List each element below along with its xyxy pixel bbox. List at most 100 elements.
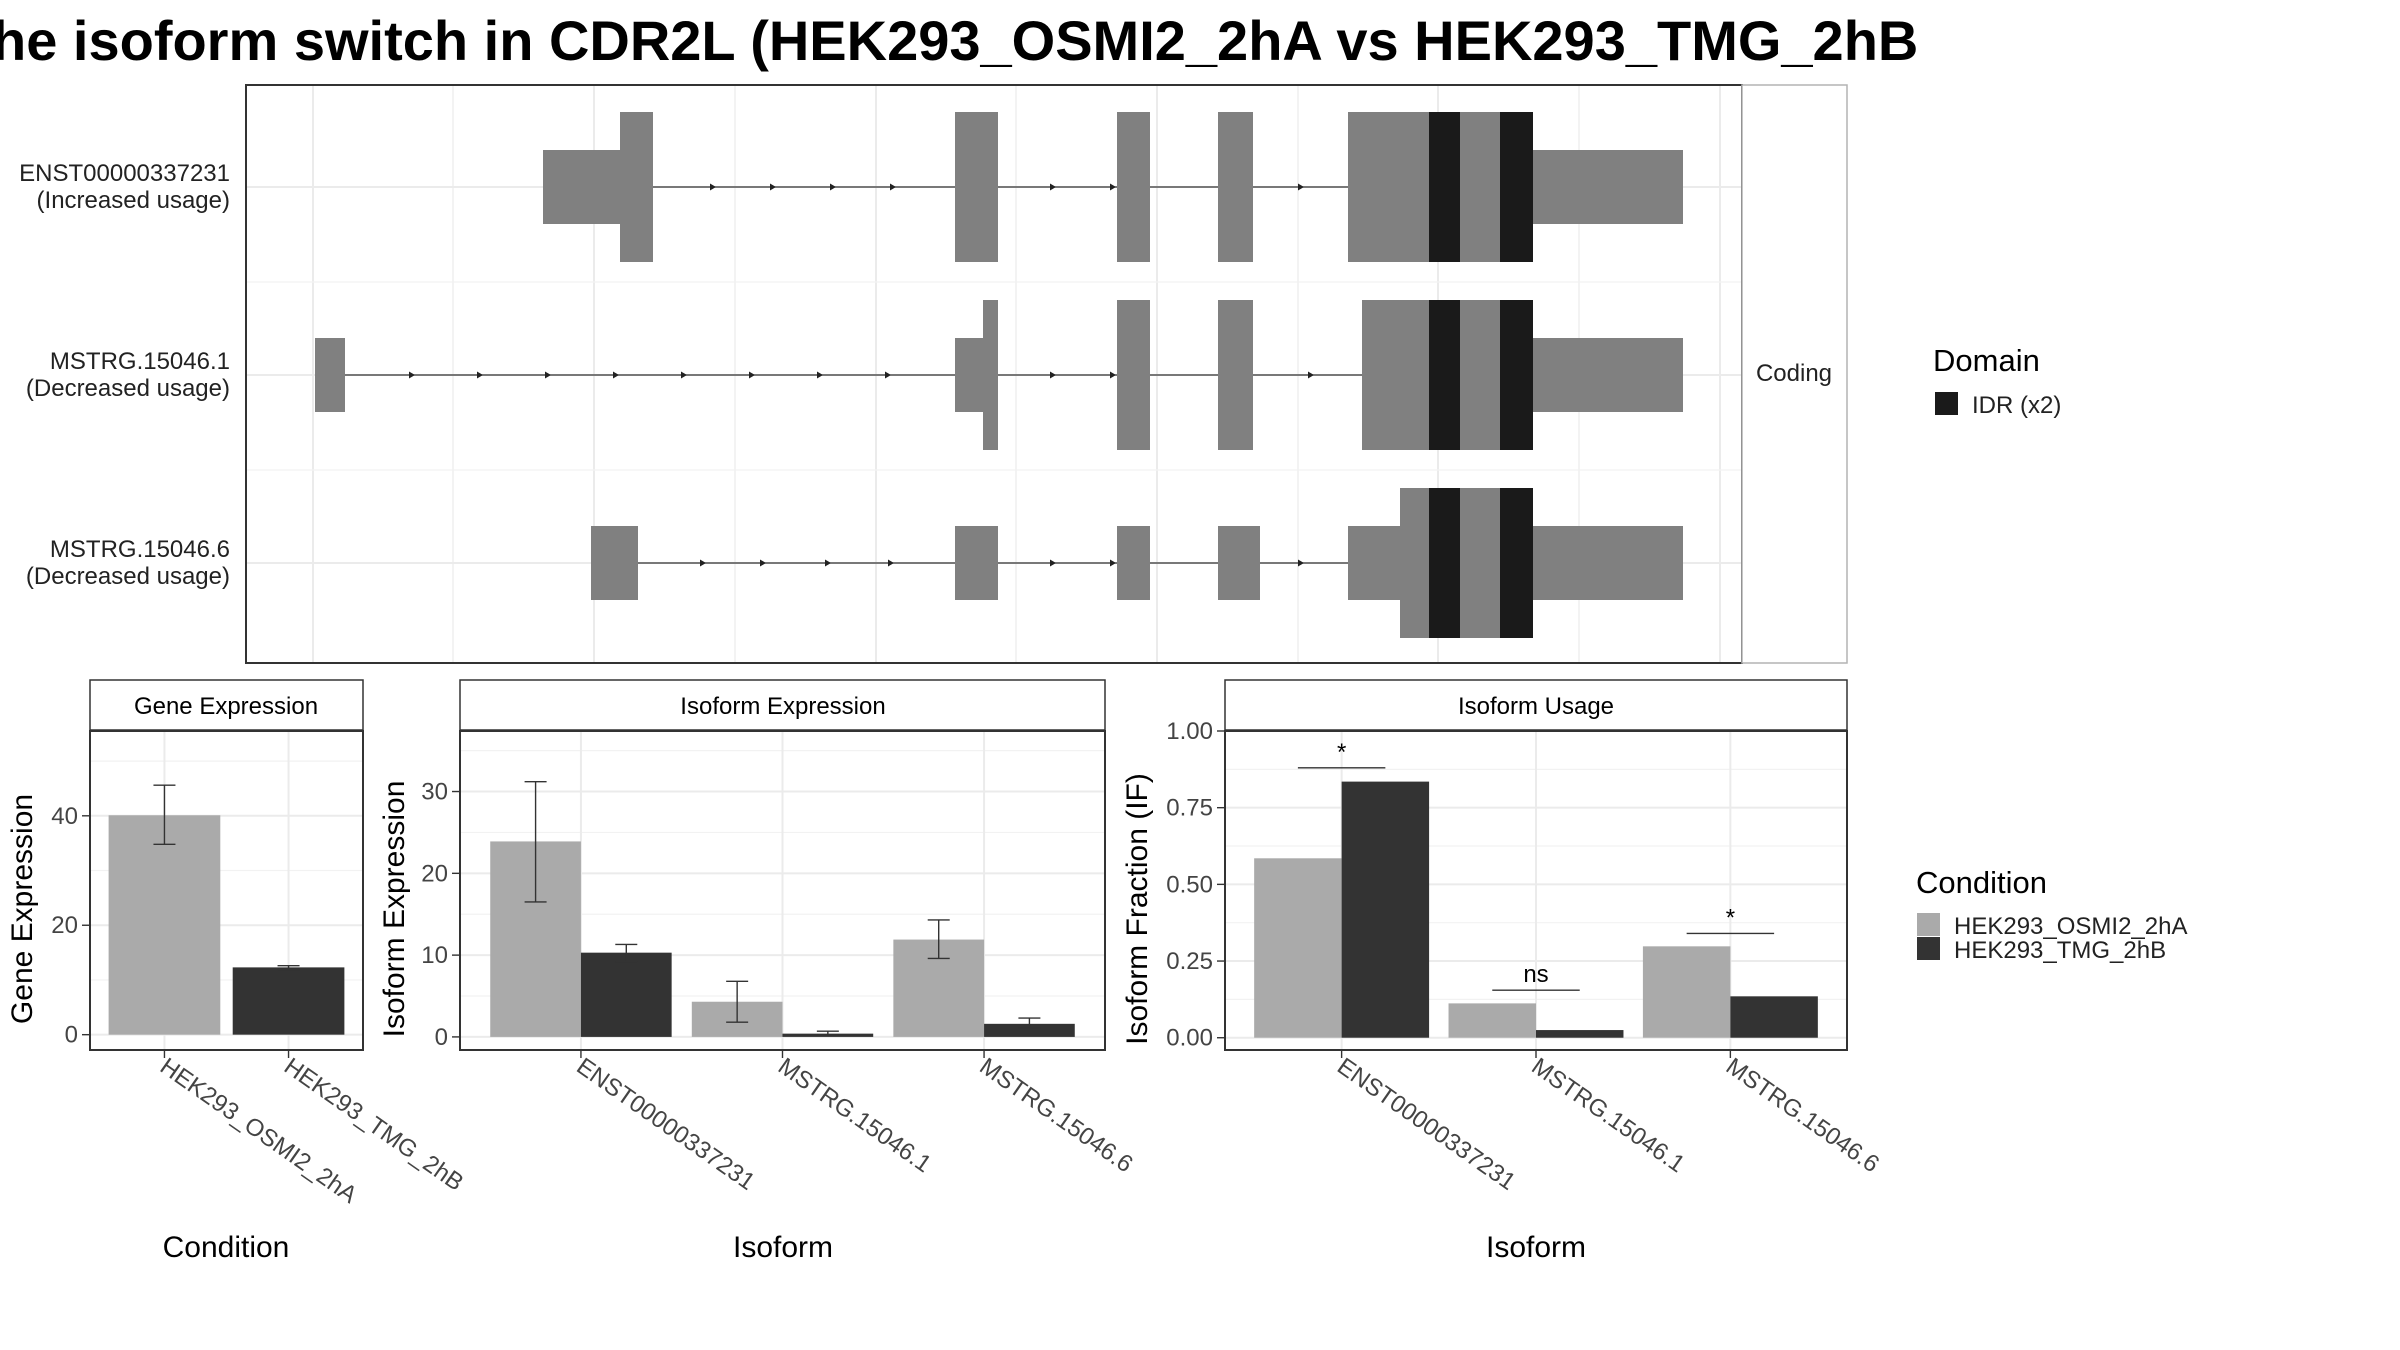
idr-legend-key	[1935, 392, 1958, 415]
utr-block	[1530, 150, 1683, 224]
gene-expression-strip-title: Gene Expression	[134, 693, 318, 720]
intron-direction-arrow	[749, 371, 755, 379]
utr-block	[315, 338, 345, 412]
y-tick-label: 20	[421, 860, 448, 887]
coding-exon	[620, 112, 653, 262]
structure-facet-strip	[1741, 84, 1848, 664]
condition-b-legend-label: HEK293_TMG_2hB	[1954, 937, 2166, 964]
intron-direction-arrow	[1110, 183, 1116, 191]
x-tick-label: MSTRG.15046.1	[773, 1053, 936, 1178]
condition-legend-title: Condition	[1916, 865, 2047, 900]
utr-block	[955, 526, 998, 600]
significance-label: *	[1726, 904, 1735, 931]
intron-direction-arrow	[1050, 371, 1056, 379]
isoform-usage-panel: Isoform Usage * ns * 0.00 0.25 0.50 0.75 1.00 EN…	[1121, 679, 1884, 1264]
idr-domain-block	[1429, 300, 1460, 450]
utr-block	[1530, 338, 1683, 412]
utr-block	[591, 526, 638, 600]
y-tick-label: 0.75	[1166, 795, 1213, 822]
y-tick-label: 0.50	[1166, 871, 1213, 898]
intron-direction-arrow	[888, 559, 894, 567]
coding-exon	[1218, 112, 1253, 262]
significance-label: ns	[1523, 961, 1548, 988]
intron-direction-arrow	[477, 371, 483, 379]
isoform-usage-ylabel: Isoform Fraction (IF)	[1121, 773, 1154, 1045]
intron-direction-arrow	[760, 559, 766, 567]
gene-expression-strip	[89, 679, 364, 731]
y-tick-label: 40	[51, 803, 78, 830]
intron-direction-arrow	[1050, 559, 1056, 567]
idr-domain-block	[1500, 488, 1533, 638]
bar-MSTRG.15046.6-a	[1642, 946, 1731, 1038]
bar-MSTRG.15046.6-b	[1730, 996, 1818, 1038]
isoform-expression-plot: 0 10 20 30 ENST00000337231 MSTRG.15046.1 MSTRG…	[421, 730, 1138, 1196]
structure-panel: Coding ENST00000337231 (Increased usage)…	[19, 84, 1848, 664]
intron-direction-arrow	[1308, 371, 1314, 379]
y-tick-label: 0.25	[1166, 948, 1213, 975]
bar-MSTRG.15046.6-b	[984, 1023, 1075, 1037]
intron-direction-arrow	[770, 183, 776, 191]
idr-domain-block	[1429, 112, 1460, 262]
idr-domain-block	[1429, 488, 1460, 638]
intron-direction-arrow	[1050, 183, 1056, 191]
idr-legend-label: IDR (x2)	[1972, 392, 2061, 419]
x-tick-label: MSTRG.15046.1	[1527, 1053, 1690, 1178]
bar-HEK293_OSMI2_2hA	[108, 815, 221, 1035]
intron-direction-arrow	[700, 559, 706, 567]
isoform-expression-strip-title: Isoform Expression	[680, 693, 885, 720]
y-tick-label: 0	[435, 1024, 448, 1051]
bar-HEK293_TMG_2hB	[232, 967, 345, 1035]
x-tick-label: ENST00000337231	[571, 1053, 759, 1196]
y-tick-label: 10	[421, 942, 448, 969]
coding-exon	[1117, 112, 1150, 262]
intron-direction-arrow	[830, 183, 836, 191]
intron-direction-arrow	[545, 371, 551, 379]
intron-direction-arrow	[1110, 371, 1116, 379]
transcript-status-3: (Decreased usage)	[26, 563, 230, 590]
y-tick-label: 30	[421, 779, 448, 806]
isoform-expression-xlabel: Isoform	[733, 1231, 833, 1264]
structure-transcripts	[315, 112, 1683, 638]
bar-ENST00000337231-a	[1254, 858, 1342, 1038]
chart-title: he isoform switch in CDR2L (HEK293_OSMI2…	[0, 9, 1919, 72]
structure-facet-label: Coding	[1756, 360, 1832, 387]
isoform-expression-ylabel: Isoform Expression	[378, 781, 411, 1038]
gene-expression-xlabel: Condition	[163, 1231, 290, 1264]
intron-direction-arrow	[817, 371, 823, 379]
condition-legend: Condition HEK293_OSMI2_2hA HEK293_TMG_2h…	[1916, 865, 2187, 964]
condition-b-legend-key	[1917, 937, 1940, 960]
transcript-label-3: MSTRG.15046.6	[50, 536, 230, 563]
utr-block	[1218, 526, 1260, 600]
intron-direction-arrow	[710, 183, 716, 191]
significance-label: *	[1337, 739, 1346, 766]
coding-exon	[955, 112, 998, 262]
transcript-status-1: (Increased usage)	[37, 187, 230, 214]
utr-block	[543, 150, 623, 224]
y-tick-label: 20	[51, 912, 78, 939]
x-tick-label: HEK293_OSMI2_2hA	[155, 1053, 362, 1209]
condition-a-legend-key	[1917, 913, 1940, 936]
intron-direction-arrow	[1110, 559, 1116, 567]
coding-exon	[1117, 300, 1150, 450]
bar-ENST00000337231-b	[1341, 781, 1430, 1038]
x-tick-label: MSTRG.15046.6	[975, 1053, 1138, 1178]
isoform-usage-strip-title: Isoform Usage	[1458, 693, 1614, 720]
intron-direction-arrow	[681, 371, 687, 379]
intron-direction-arrow	[409, 371, 415, 379]
transcript-label-2: MSTRG.15046.1	[50, 348, 230, 375]
plot-border	[89, 730, 364, 1051]
x-tick-label: MSTRG.15046.6	[1721, 1053, 1884, 1178]
y-tick-label: 1.00	[1166, 718, 1213, 745]
idr-domain-block	[1500, 300, 1533, 450]
utr-block	[1117, 526, 1150, 600]
gene-expression-panel: Gene Expression 02040HEK293_OSMI2_2hAHEK…	[6, 679, 468, 1264]
intron-direction-arrow	[613, 371, 619, 379]
intron-direction-arrow	[1298, 183, 1304, 191]
intron-direction-arrow	[890, 183, 896, 191]
idr-domain-block	[1500, 112, 1533, 262]
isoform-usage-xlabel: Isoform	[1486, 1231, 1586, 1264]
x-tick-label: ENST00000337231	[1332, 1053, 1520, 1196]
utr-block	[955, 338, 983, 412]
